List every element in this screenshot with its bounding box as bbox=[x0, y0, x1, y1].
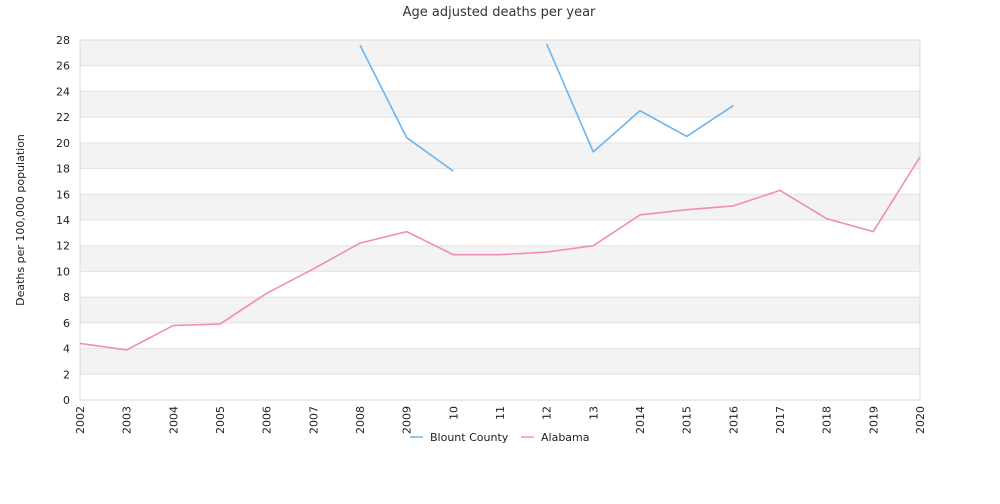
legend-label-blount-county: Blount County bbox=[430, 431, 509, 444]
x-tick-label: 2002 bbox=[74, 406, 87, 434]
plot-border bbox=[79, 39, 921, 401]
background-band bbox=[80, 91, 920, 118]
x-tick-label: 12 bbox=[541, 406, 554, 420]
x-tick-label: 2020 bbox=[914, 406, 927, 434]
y-axis-label: Deaths per 100,000 population bbox=[14, 134, 27, 306]
y-tick-label: 2 bbox=[63, 368, 70, 381]
background-bands bbox=[80, 40, 920, 375]
x-tick-label: 2018 bbox=[821, 406, 834, 434]
y-tick-label: 14 bbox=[56, 214, 70, 227]
series-lines bbox=[79, 43, 921, 351]
x-tick-label: 2008 bbox=[354, 406, 367, 434]
x-tick-label: 2014 bbox=[634, 406, 647, 434]
x-tick-label: 2004 bbox=[167, 406, 180, 434]
background-band bbox=[80, 142, 920, 169]
y-tick-label: 20 bbox=[56, 137, 70, 150]
x-tick-label: 2007 bbox=[307, 406, 320, 434]
series-line-blount-county[interactable] bbox=[545, 43, 734, 153]
x-tick-label: 2017 bbox=[774, 406, 787, 434]
legend-item-alabama[interactable]: Alabama bbox=[521, 431, 590, 444]
y-tick-label: 18 bbox=[56, 163, 70, 176]
y-tick-label: 0 bbox=[63, 394, 70, 407]
background-band bbox=[80, 194, 920, 220]
x-tick-label: 11 bbox=[494, 406, 507, 420]
background-band bbox=[80, 297, 920, 323]
chart-title: Age adjusted deaths per year bbox=[403, 5, 596, 20]
x-tick-label: 2016 bbox=[727, 406, 740, 434]
x-tick-label: 10 bbox=[447, 406, 460, 420]
x-tick-label: 13 bbox=[587, 406, 600, 420]
legend-label-alabama: Alabama bbox=[541, 431, 590, 444]
x-axis: 2002 2003 2004 2005 2006 2007 2008 2009 10 11 12 13… bbox=[74, 406, 927, 434]
x-tick-label: 2019 bbox=[867, 406, 880, 434]
y-tick-label: 28 bbox=[56, 34, 70, 47]
y-tick-label: 4 bbox=[63, 343, 70, 356]
y-tick-label: 10 bbox=[56, 265, 70, 278]
y-tick-label: 12 bbox=[56, 240, 70, 253]
legend: Blount County Alabama bbox=[410, 431, 590, 444]
y-tick-label: 22 bbox=[56, 111, 70, 124]
y-tick-label: 24 bbox=[56, 85, 70, 98]
background-band bbox=[80, 348, 920, 375]
y-tick-label: 16 bbox=[56, 188, 70, 201]
background-band bbox=[80, 40, 920, 66]
y-tick-label: 6 bbox=[63, 317, 70, 330]
y-tick-label: 26 bbox=[56, 60, 70, 73]
x-tick-label: 2003 bbox=[121, 406, 134, 434]
legend-item-blount-county[interactable]: Blount County bbox=[410, 431, 509, 444]
x-tick-label: 2005 bbox=[214, 406, 227, 434]
y-tick-label: 8 bbox=[63, 291, 70, 304]
series-line-alabama[interactable] bbox=[79, 156, 921, 351]
x-tick-label: 2015 bbox=[681, 406, 694, 434]
background-band bbox=[80, 245, 920, 272]
x-tick-label: 2009 bbox=[401, 406, 414, 434]
x-tick-label: 2006 bbox=[261, 406, 274, 434]
series-line-blount-county[interactable] bbox=[359, 44, 454, 172]
